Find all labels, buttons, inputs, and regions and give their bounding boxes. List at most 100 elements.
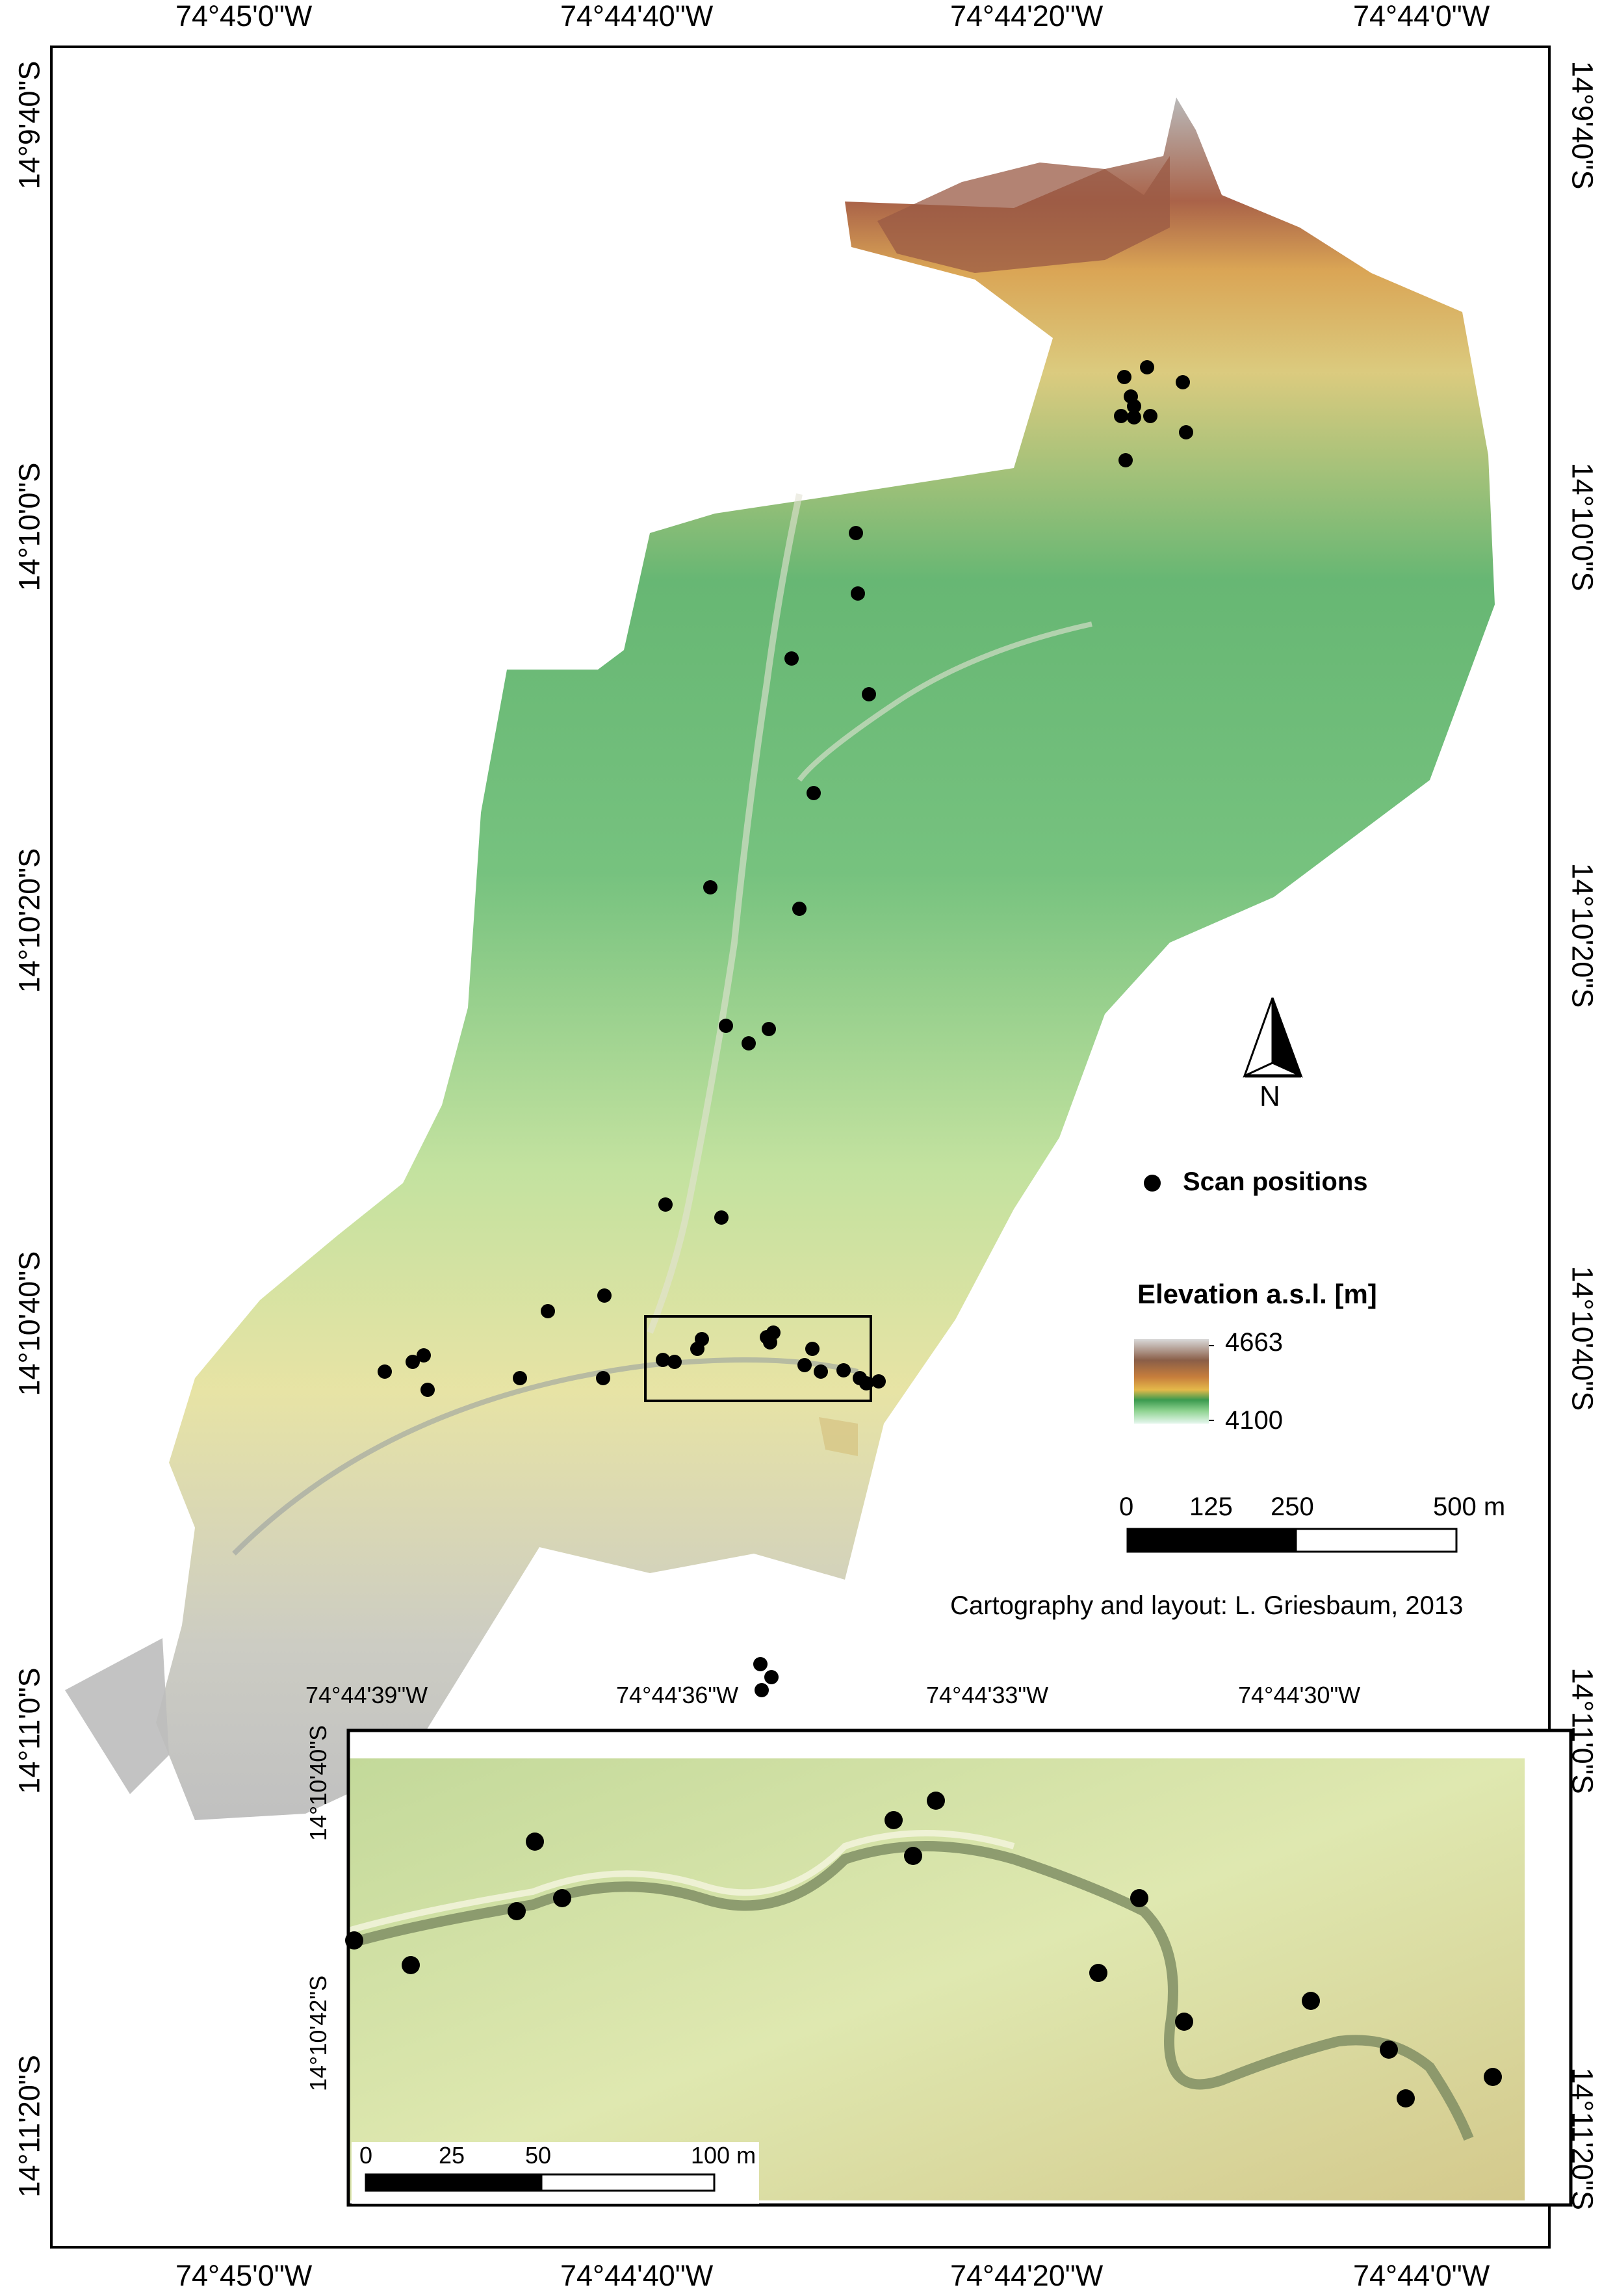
scan-position [851, 586, 865, 601]
inset-scale-label: 100 m [691, 2142, 756, 2169]
inset-longitude-label: 74°44'39"W [305, 1682, 428, 1708]
bottom-longitude-label: 74°45'0"W [175, 2259, 313, 2292]
bottom-longitude-label: 74°44'0"W [1353, 2259, 1490, 2292]
inset-scale-label: 0 [359, 2142, 373, 2169]
scan-position [1117, 370, 1131, 384]
scan-position [836, 1363, 851, 1377]
left-latitude-label: 14°10'0"S [12, 462, 46, 592]
north-arrow-label: N [1260, 1080, 1280, 1112]
scan-position [402, 1956, 420, 1974]
inset-frame [346, 1729, 1573, 2207]
scan-position [762, 1022, 776, 1036]
scan-position [526, 1833, 544, 1851]
scan-position [1179, 425, 1193, 439]
scan-position [417, 1348, 431, 1363]
scan-position [658, 1197, 673, 1212]
scan-position [1114, 409, 1128, 423]
right-latitude-label: 14°10'0"S [1566, 462, 1599, 592]
scan-position [1397, 2089, 1415, 2107]
scan-position [859, 1376, 873, 1390]
scan-position [1089, 1964, 1107, 1982]
bottom-longitude-label: 74°44'20"W [950, 2259, 1104, 2292]
scan-position [1118, 453, 1133, 467]
right-latitude-label: 14°11'20"S [1566, 2067, 1599, 2210]
scan-position [763, 1335, 777, 1350]
scan-position [541, 1304, 555, 1318]
scan-position [719, 1019, 733, 1033]
scan-position [807, 786, 821, 800]
scan-position [1176, 375, 1190, 389]
top-longitude-label: 74°44'40"W [560, 0, 714, 33]
scan-position [695, 1332, 709, 1346]
scan-position [792, 902, 807, 916]
scale-label: 125 [1189, 1493, 1233, 1521]
right-latitude-label: 14°10'40"S [1566, 1266, 1599, 1411]
credit-text: Cartography and layout: L. Griesbaum, 20… [950, 1591, 1464, 1620]
right-latitude-label: 14°10'20"S [1566, 863, 1599, 1008]
inset-longitude-label: 74°44'30"W [1238, 1682, 1361, 1708]
top-longitude-label: 74°44'0"W [1353, 0, 1490, 33]
scan-position [1380, 2041, 1398, 2059]
north-arrow-icon [1243, 997, 1303, 1078]
left-latitude-label: 14°10'40"S [12, 1251, 46, 1396]
legend-elevation-title: Elevation a.s.l. [m] [1137, 1279, 1377, 1309]
scan-position [714, 1210, 729, 1225]
scan-position [345, 1931, 363, 1950]
scan-position [420, 1383, 435, 1397]
legend-elevation-max: 4663 [1225, 1328, 1283, 1357]
scan-position [742, 1036, 756, 1050]
inset-scale-label: 50 [525, 2142, 552, 2169]
scan-position [553, 1889, 571, 1907]
inset-longitude-label: 74°44'33"W [926, 1682, 1049, 1708]
scan-position [755, 1683, 769, 1697]
scan-position [805, 1342, 820, 1356]
left-latitude-label: 14°11'0"S [12, 1667, 46, 1794]
scan-position [656, 1353, 670, 1367]
scale-label: 500 m [1433, 1493, 1506, 1521]
legend-scan-positions-label: Scan positions [1183, 1168, 1368, 1196]
scale-label: 0 [1119, 1493, 1134, 1521]
dem-surface [65, 98, 1495, 1820]
scan-position [885, 1811, 903, 1829]
scan-position [927, 1792, 945, 1810]
inset-map [345, 1729, 1573, 2207]
bottom-longitude-label: 74°44'40"W [560, 2259, 714, 2292]
inset-scale-label: 25 [439, 2142, 465, 2169]
scan-position [797, 1358, 812, 1372]
scan-position [1143, 409, 1157, 423]
inset-latitude-label: 14°10'42"S [305, 1975, 331, 2092]
left-latitude-label: 14°10'20"S [12, 848, 46, 993]
scan-positions-inset [345, 1792, 1502, 2107]
scan-position [596, 1371, 610, 1385]
scan-position [1484, 2068, 1502, 2086]
top-longitude-label: 74°44'20"W [950, 0, 1104, 33]
left-latitude-label: 14°11'20"S [12, 2055, 46, 2198]
scan-position [1140, 360, 1154, 374]
left-latitude-label: 14°9'40"S [12, 60, 46, 190]
scan-position [872, 1374, 886, 1389]
scan-position [508, 1902, 526, 1920]
scale-bar [1126, 1528, 1458, 1553]
scan-position [597, 1288, 612, 1303]
scan-positions-main [378, 360, 1193, 1697]
scan-position [1175, 2013, 1193, 2031]
top-longitude-label: 74°45'0"W [175, 0, 313, 33]
scan-position [849, 526, 863, 540]
legend-scan-symbol [1144, 1175, 1161, 1192]
scan-position [513, 1371, 527, 1385]
scan-position [764, 1670, 779, 1684]
scan-position [862, 687, 876, 701]
scan-position [406, 1355, 420, 1369]
right-latitude-label: 14°9'40"S [1566, 60, 1599, 190]
right-latitude-label: 14°11'0"S [1566, 1667, 1599, 1794]
scan-position [1127, 399, 1141, 413]
scan-position [784, 651, 799, 666]
map-frame [50, 46, 1551, 2249]
legend-elevation-min: 4100 [1225, 1406, 1283, 1435]
scan-position [1130, 1889, 1148, 1907]
scan-position [814, 1364, 828, 1379]
inset-extent-box [644, 1315, 872, 1402]
scan-position [1302, 1992, 1320, 2010]
inset-latitude-label: 14°10'40"S [305, 1725, 331, 1842]
